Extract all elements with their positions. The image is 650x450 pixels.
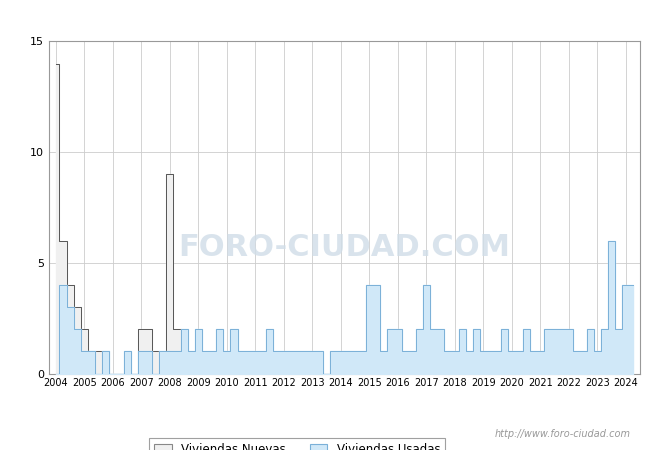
Text: http://www.foro-ciudad.com: http://www.foro-ciudad.com [495, 429, 630, 439]
Legend: Viviendas Nuevas, Viviendas Usadas: Viviendas Nuevas, Viviendas Usadas [150, 438, 445, 450]
Text: Belvís de Monroy  -  Evolucion del Nº de Transacciones Inmobiliarias: Belvís de Monroy - Evolucion del Nº de T… [98, 10, 552, 22]
Text: FORO-CIUDAD.COM: FORO-CIUDAD.COM [179, 233, 510, 262]
